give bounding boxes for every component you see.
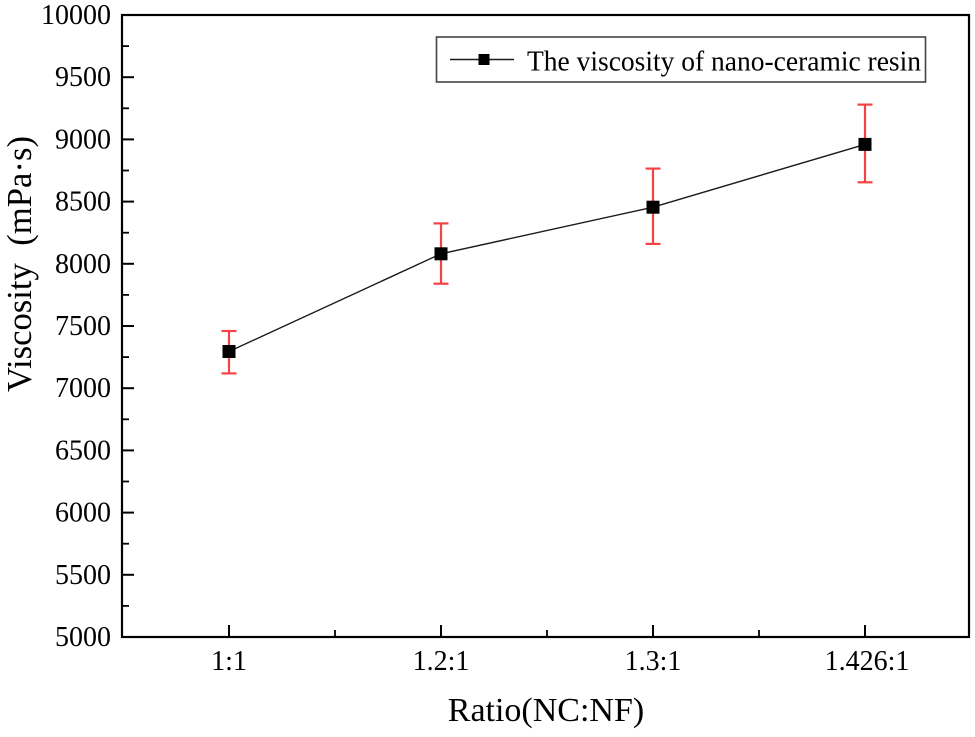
svg-text:6000: 6000 (55, 498, 111, 529)
svg-text:10000: 10000 (41, 0, 111, 31)
svg-text:1:1: 1:1 (211, 646, 247, 677)
svg-text:5500: 5500 (55, 560, 111, 591)
svg-text:6500: 6500 (55, 435, 111, 466)
svg-text:Ratio(NC:NF): Ratio(NC:NF) (448, 692, 644, 729)
svg-text:1.3:1: 1.3:1 (625, 646, 682, 677)
svg-text:9500: 9500 (55, 62, 111, 93)
svg-text:The viscosity of nano-ceramic: The viscosity of nano-ceramic resin (527, 47, 921, 78)
svg-text:7000: 7000 (55, 373, 111, 404)
svg-text:7500: 7500 (55, 311, 111, 342)
svg-text:8500: 8500 (55, 187, 111, 218)
svg-text:1.2:1: 1.2:1 (413, 646, 470, 677)
svg-text:Viscosity (mPa·s): Viscosity (mPa·s) (0, 136, 39, 392)
svg-text:8000: 8000 (55, 249, 111, 280)
svg-text:1.426:1: 1.426:1 (825, 646, 910, 677)
svg-text:5000: 5000 (55, 622, 111, 653)
svg-text:9000: 9000 (55, 124, 111, 155)
